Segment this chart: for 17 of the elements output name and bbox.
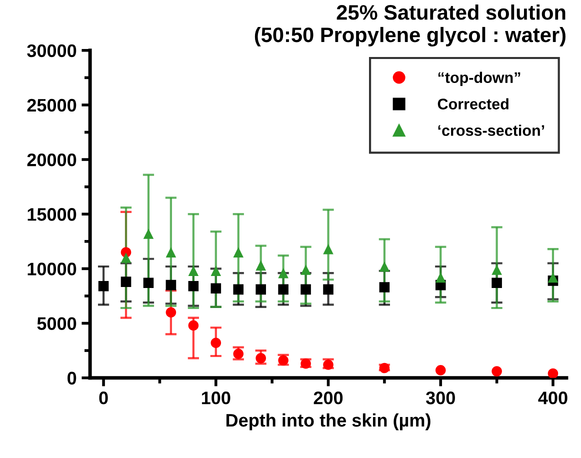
legend-label: “top-down”	[438, 72, 520, 86]
x-tick-label: 300	[426, 392, 455, 404]
chart-title: 25% Saturated solution (50:50 Propylene glycol : water)	[254, 4, 566, 46]
legend-label: Corrected	[438, 98, 508, 110]
y-tick-label: 25000	[27, 98, 76, 112]
legend-label: ‘cross-section’	[438, 124, 544, 136]
x-tick-label: 400	[538, 392, 568, 404]
y-tick-label: 5000	[37, 317, 76, 330]
y-tick-label: 20000	[27, 153, 76, 166]
y-tick-label: 10000	[28, 262, 76, 276]
x-tick-label: 0	[99, 392, 108, 404]
x-axis-title: Depth into the skin (µm)	[226, 413, 430, 430]
y-tick-label: 15000	[28, 208, 76, 221]
y-tick-label: 30000	[27, 44, 76, 58]
x-tick-label: 100	[202, 392, 230, 404]
y-tick-label: 0	[68, 372, 76, 385]
x-tick-label: 200	[314, 392, 343, 404]
